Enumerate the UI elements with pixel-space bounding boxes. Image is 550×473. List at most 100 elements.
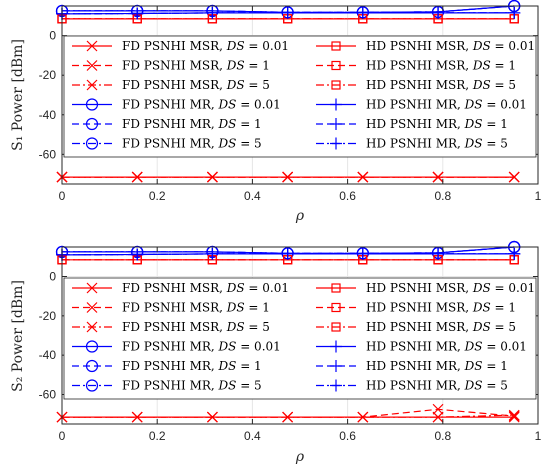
chart2-legend-label: HD PSNHI MR, DS = 0.01 — [366, 340, 527, 354]
chart2-x-tick-label: 1 — [535, 429, 542, 443]
chart1-x-tick-label: 0 — [59, 189, 66, 203]
chart1-legend-swatch-marker — [331, 60, 341, 71]
chart1-legend-swatch-marker — [86, 60, 98, 71]
chart1-legend-label: HD PSNHI MR, DS = 0.01 — [366, 98, 527, 112]
chart1-legend-entry: FD PSNHI MSR, DS = 1 — [72, 59, 270, 73]
chart2-x-tick-label: 0 — [59, 429, 66, 443]
chart1-x-tick-label: 0.2 — [149, 189, 166, 203]
chart1-legend-swatch-marker — [330, 137, 342, 150]
chart2-legend-swatch-marker — [86, 302, 98, 313]
chart2-legend-swatch-marker — [330, 379, 342, 392]
chart1-x-tick-label: 0.8 — [434, 189, 451, 203]
chart1-legend-label: HD PSNHI MSR, DS = 0.01 — [366, 39, 535, 53]
chart2-legend-label: FD PSNHI MR, DS = 5 — [122, 379, 262, 393]
chart2-x-tick-label: 0.2 — [149, 429, 166, 443]
chart2-legend-label: FD PSNHI MSR, DS = 0.01 — [122, 281, 289, 295]
chart1-legend-entry: FD PSNHI MSR, DS = 0.01 — [72, 39, 289, 53]
chart2-series-3-point — [432, 411, 444, 423]
chart2-series-3-point — [131, 411, 143, 423]
chart1-axes-box — [61, 5, 539, 185]
chart1-legend-swatch-marker — [330, 98, 342, 111]
chart2-legend-entry: FD PSNHI MSR, DS = 1 — [72, 301, 270, 315]
chart2-legend-swatch-marker — [331, 302, 341, 313]
chart1-x-tick-label: 1 — [535, 189, 542, 203]
chart2-legend-label: FD PSNHI MR, DS = 1 — [122, 359, 262, 373]
chart2-legend-label: FD PSNHI MSR, DS = 1 — [122, 301, 270, 315]
chart2-legend-label: HD PSNHI MSR, DS = 5 — [366, 320, 516, 334]
chart2-x-tick-label: 0.6 — [339, 429, 356, 443]
chart2-legend-swatch-marker — [330, 360, 342, 372]
chart2-y-tick-label: -40 — [39, 348, 57, 362]
chart1-legend-swatch-marker — [85, 117, 99, 131]
chart1-legend: FD PSNHI MSR, DS = 0.01 FD PSNHI MSR, DS … — [63, 35, 537, 158]
chart2-legend-entry: HD PSNHI MSR, DS = 0.01 — [316, 281, 535, 295]
chart1-legend-entry: HD PSNHI MR, DS = 1 — [316, 117, 508, 131]
chart1-legend-swatch-marker — [331, 80, 341, 90]
chart2-series-12-point — [356, 247, 369, 260]
chart2-legend-entry: HD PSNHI MSR, DS = 1 — [316, 301, 516, 315]
chart1-legend-entry: HD PSNHI MSR, DS = 5 — [316, 78, 516, 92]
chart2-series-12-point — [508, 247, 521, 260]
chart1-series-12-point — [131, 7, 144, 20]
chart2: 0 0.2 0.4 0.6 0.8 1 -60 -40 -20 0 S₂ Power [dBm] ρ F… — [10, 240, 542, 465]
chart2-legend: FD PSNHI MSR, DS = 0.01 FD PSNHI MSR, DS … — [63, 277, 537, 400]
chart1-legend-entry: HD PSNHI MSR, DS = 1 — [316, 59, 516, 73]
chart1-series-3-point — [282, 171, 294, 183]
chart1: 0 0.2 0.4 0.6 0.8 1 -60 -40 -20 0 S₁ Power [dBm] ρ F… — [10, 0, 542, 224]
chart1-y-tick-label: -20 — [39, 68, 57, 82]
chart2-legend-swatch-marker — [85, 359, 99, 373]
chart2-legend-swatch-marker — [330, 340, 342, 353]
chart1-legend-entry: FD PSNHI MR, DS = 5 — [72, 137, 262, 151]
chart2-legend-entry: FD PSNHI MR, DS = 5 — [72, 379, 262, 393]
chart2-x-tick-label: 0.8 — [434, 429, 451, 443]
chart2-series-3-point — [508, 409, 520, 421]
chart1-x-tick-label: 0.4 — [244, 189, 261, 203]
chart1-legend-entry: HD PSNHI MR, DS = 5 — [316, 137, 508, 151]
chart1-series-12-point — [356, 6, 369, 19]
chart2-legend-swatch-marker — [85, 379, 99, 392]
chart1-legend-swatch-marker — [86, 40, 98, 52]
chart2-legend-entry: HD PSNHI MSR, DS = 5 — [316, 320, 516, 334]
chart1-legend-swatch-marker — [86, 79, 98, 91]
chart2-legend-entry: FD PSNHI MR, DS = 1 — [72, 359, 262, 373]
chart1-series-3 — [56, 171, 520, 183]
chart2-legend-label: FD PSNHI MSR, DS = 5 — [122, 320, 270, 334]
chart2-legend-box — [63, 277, 537, 400]
chart1-legend-box — [63, 35, 537, 158]
chart2-legend-swatch-marker — [86, 321, 98, 333]
chart1-legend-label: HD PSNHI MR, DS = 1 — [366, 117, 508, 131]
chart1-series-3-point — [432, 171, 444, 183]
chart2-y-axis-label: S₂ Power [dBm] — [10, 280, 26, 392]
chart2-legend-swatch-marker — [85, 340, 99, 353]
chart1-legend-label: FD PSNHI MR, DS = 1 — [122, 117, 262, 131]
chart1-legend-label: FD PSNHI MR, DS = 5 — [122, 137, 262, 151]
chart1-series-12-point — [206, 6, 219, 19]
chart1-series-3-point — [131, 171, 143, 183]
chart1-series-12-point — [281, 6, 294, 19]
chart1-series-3-point — [508, 171, 520, 183]
chart2-y-tick-label: -60 — [39, 388, 57, 402]
chart2-series-12-point — [206, 247, 219, 260]
chart1-x-axis-label: ρ — [295, 208, 305, 224]
chart2-legend-swatch-marker — [86, 282, 98, 294]
chart2-series-12-point — [131, 248, 144, 261]
chart2-legend-label: HD PSNHI MSR, DS = 1 — [366, 301, 516, 315]
chart2-legend-label: HD PSNHI MR, DS = 1 — [366, 359, 508, 373]
chart2-series-3-point — [282, 411, 294, 423]
chart1-legend-label: FD PSNHI MR, DS = 0.01 — [122, 98, 281, 112]
chart2-series-12 — [56, 247, 521, 261]
chart1-series-12-point — [508, 6, 521, 19]
chart2-legend-entry: FD PSNHI MR, DS = 0.01 — [72, 340, 281, 354]
chart2-legend-swatch-marker — [331, 322, 341, 332]
chart2-series-3 — [56, 409, 520, 423]
chart2-y-tick-label: 0 — [49, 270, 56, 284]
chart1-y-tick-label: -60 — [39, 147, 57, 161]
chart2-legend-swatch-marker — [331, 283, 341, 293]
chart1-legend-label: HD PSNHI MSR, DS = 1 — [366, 59, 516, 73]
chart1-series-3-point — [357, 171, 369, 183]
chart1-legend-entry: HD PSNHI MSR, DS = 0.01 — [316, 39, 535, 53]
chart2-legend-entry: HD PSNHI MR, DS = 5 — [316, 379, 508, 393]
chart1-legend-label: FD PSNHI MSR, DS = 1 — [122, 59, 270, 73]
chart2-series-2-point — [508, 410, 520, 422]
